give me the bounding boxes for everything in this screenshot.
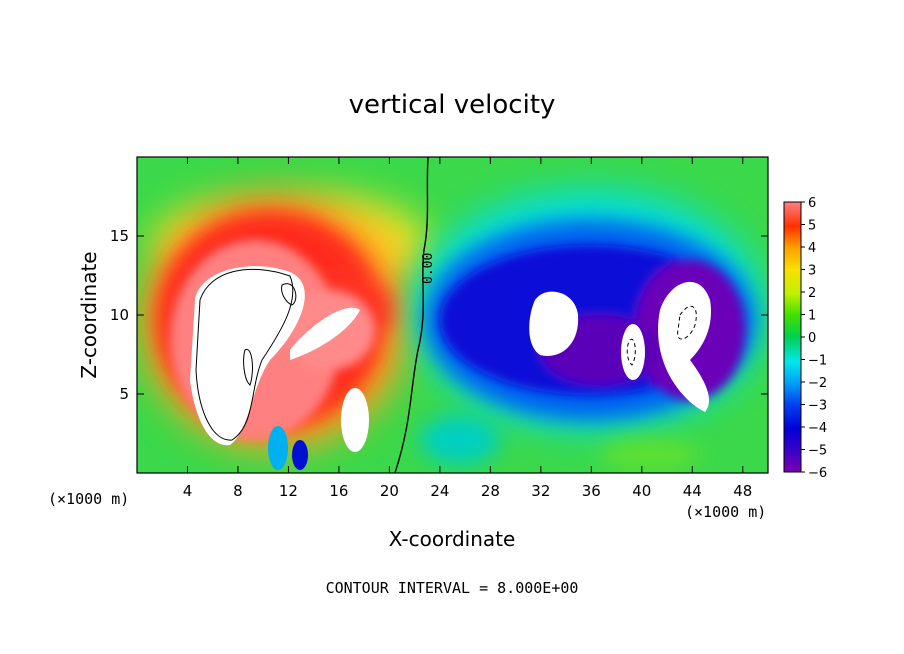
- x-axis-label: X-coordinate: [389, 527, 516, 551]
- x-tick-label: 32: [531, 482, 550, 500]
- colorbar-tick-label: −2: [808, 376, 827, 391]
- x-unit-label-left: (×1000 m): [48, 490, 129, 508]
- x-tick-label: 40: [632, 482, 651, 500]
- y-tick-label: 5: [119, 385, 129, 403]
- x-tick-label: 4: [183, 482, 193, 500]
- contour-label: 0.00: [421, 253, 436, 284]
- x-tick-label: 24: [430, 482, 449, 500]
- colorbar: [783, 201, 802, 473]
- colorbar-tick-label: 5: [808, 219, 816, 234]
- x-tick-label: 16: [329, 482, 348, 500]
- colorbar-tick-label: 6: [808, 196, 816, 211]
- positive-contour-lines: [195, 268, 297, 441]
- colorbar-tick-label: 1: [808, 309, 816, 324]
- y-axis-ticks: 5 10 15: [110, 227, 768, 403]
- colorbar-tick-label: −4: [808, 421, 827, 436]
- colorbar-tick-label: 0: [808, 331, 816, 346]
- x-unit-label-right: (×1000 m): [685, 503, 766, 521]
- colorbar-tick-label: −5: [808, 444, 827, 459]
- negative-contour-lines: [626, 305, 697, 366]
- y-tick-label: 15: [110, 227, 129, 245]
- x-tick-label: 44: [683, 482, 702, 500]
- y-axis-label: Z-coordinate: [77, 251, 101, 378]
- x-axis-ticks: 4 8 12 16 20 24 28 32 36 40 44 48: [183, 157, 752, 500]
- colorbar-tick-label: 2: [808, 286, 816, 301]
- x-tick-label: 48: [733, 482, 752, 500]
- x-tick-label: 8: [233, 482, 243, 500]
- colorbar-ticks: 6 5 4 3 2 1 0 −1 −2 −3 −4 −5 −6: [801, 196, 827, 481]
- x-tick-label: 12: [279, 482, 298, 500]
- x-tick-label: 36: [582, 482, 601, 500]
- x-tick-label: 20: [380, 482, 399, 500]
- colorbar-tick-label: −6: [808, 466, 827, 481]
- zero-contour-line: [394, 157, 429, 473]
- colorbar-tick-label: 3: [808, 264, 816, 279]
- colorbar-tick-label: −1: [808, 354, 827, 369]
- colorbar-tick-label: 4: [808, 241, 816, 256]
- contour-interval-note: CONTOUR INTERVAL = 8.000E+00: [326, 579, 579, 597]
- colorbar-tick-label: −3: [808, 399, 827, 414]
- y-tick-label: 10: [110, 306, 129, 324]
- chart-title: vertical velocity: [349, 90, 556, 120]
- heatmap-field: [137, 157, 768, 473]
- x-tick-label: 28: [481, 482, 500, 500]
